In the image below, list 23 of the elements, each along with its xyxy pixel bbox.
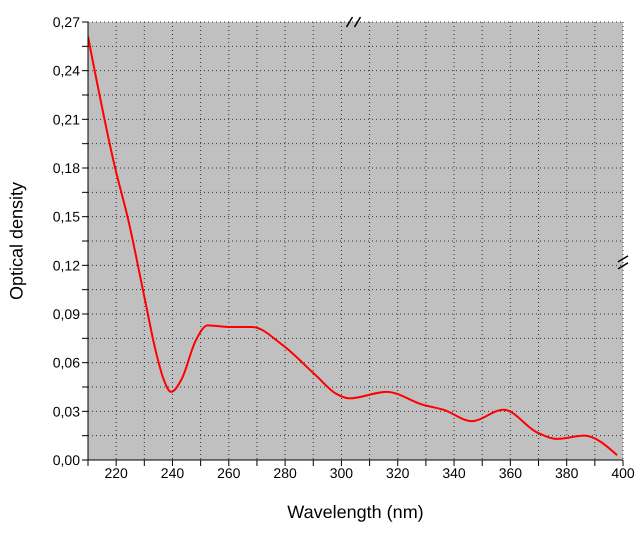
y-tick-label: 0,18 — [52, 160, 80, 176]
x-axis-title: Wavelength (nm) — [287, 502, 424, 522]
x-tick-label: 320 — [386, 464, 410, 481]
y-tick-label: 0,12 — [52, 257, 80, 274]
x-tick-label: 240 — [160, 464, 184, 481]
x-tick-label: 260 — [217, 464, 241, 481]
y-axis-title: Optical density — [6, 182, 26, 300]
y-tick-label: 0,00 — [52, 452, 80, 468]
y-tick-label: 0,24 — [52, 62, 80, 79]
y-tick-label: 0,03 — [52, 403, 80, 420]
x-tick-label: 300 — [330, 464, 354, 481]
x-tick-label: 340 — [442, 464, 466, 481]
y-tick-label: 0,09 — [52, 306, 80, 322]
y-tick-label: 0,15 — [52, 208, 80, 225]
y-tick-label: 0,06 — [52, 354, 80, 371]
line-series — [88, 36, 618, 456]
x-tick-label: 360 — [498, 464, 522, 481]
x-tick-label: 280 — [273, 464, 297, 481]
y-tick-label: 0,21 — [52, 111, 80, 128]
x-tick-label: 220 — [104, 464, 128, 481]
x-tick-label: 400 — [611, 464, 635, 481]
x-tick-label: 380 — [555, 464, 579, 481]
y-tick-label: 0,27 — [52, 14, 80, 30]
